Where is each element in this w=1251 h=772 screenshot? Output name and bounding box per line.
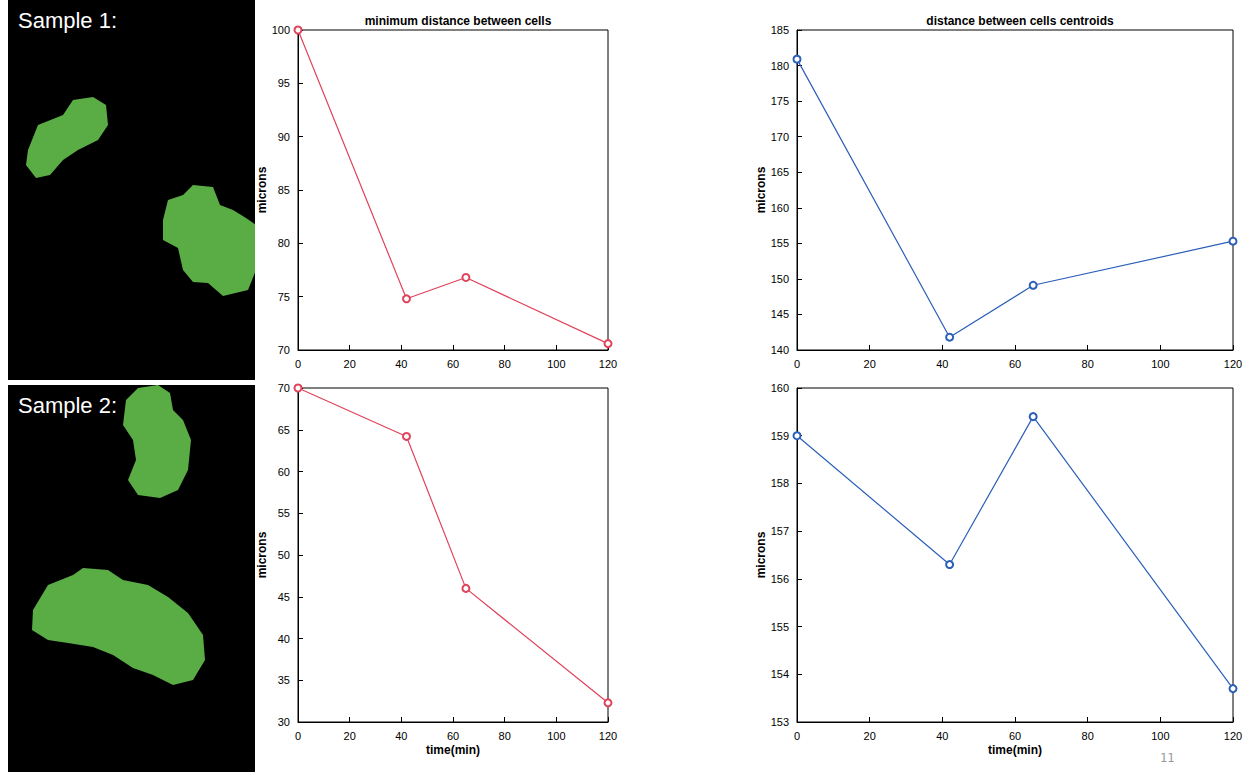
svg-text:0: 0 bbox=[794, 358, 800, 370]
svg-text:120: 120 bbox=[1224, 730, 1242, 742]
svg-text:microns: microns bbox=[255, 166, 269, 213]
svg-text:154: 154 bbox=[771, 668, 789, 680]
svg-text:170: 170 bbox=[771, 131, 789, 143]
svg-text:120: 120 bbox=[599, 358, 617, 370]
svg-text:20: 20 bbox=[344, 730, 356, 742]
svg-text:microns: microns bbox=[754, 531, 768, 578]
svg-text:80: 80 bbox=[499, 358, 511, 370]
svg-text:140: 140 bbox=[771, 344, 789, 356]
svg-text:35: 35 bbox=[278, 674, 290, 686]
svg-text:80: 80 bbox=[1082, 730, 1094, 742]
svg-text:60: 60 bbox=[447, 358, 459, 370]
svg-text:60: 60 bbox=[1009, 358, 1021, 370]
svg-text:60: 60 bbox=[278, 466, 290, 478]
svg-text:70: 70 bbox=[278, 382, 290, 394]
svg-text:80: 80 bbox=[278, 237, 290, 249]
svg-text:185: 185 bbox=[771, 24, 789, 36]
svg-text:156: 156 bbox=[771, 573, 789, 585]
svg-text:100: 100 bbox=[547, 730, 565, 742]
svg-text:165: 165 bbox=[771, 166, 789, 178]
svg-text:158: 158 bbox=[771, 477, 789, 489]
html-text:Sample 1:: Sample 1: bbox=[18, 8, 118, 33]
svg-text:153: 153 bbox=[771, 716, 789, 728]
svg-text:100: 100 bbox=[1151, 730, 1169, 742]
svg-text:150: 150 bbox=[771, 273, 789, 285]
svg-text:157: 157 bbox=[771, 525, 789, 537]
svg-text:time(min): time(min) bbox=[988, 743, 1042, 757]
svg-text:145: 145 bbox=[771, 308, 789, 320]
svg-text:100: 100 bbox=[547, 358, 565, 370]
svg-text:40: 40 bbox=[395, 730, 407, 742]
svg-text:microns: microns bbox=[255, 531, 269, 578]
svg-text:100: 100 bbox=[1151, 358, 1169, 370]
svg-text:45: 45 bbox=[278, 591, 290, 603]
svg-text:11: 11 bbox=[1160, 751, 1174, 765]
svg-text:100: 100 bbox=[272, 24, 290, 36]
svg-text:0: 0 bbox=[295, 730, 301, 742]
svg-text:60: 60 bbox=[1009, 730, 1021, 742]
svg-text:distance between cells centroi: distance between cells centroids bbox=[926, 14, 1114, 28]
svg-text:175: 175 bbox=[771, 95, 789, 107]
svg-text:120: 120 bbox=[1224, 358, 1242, 370]
svg-text:155: 155 bbox=[771, 621, 789, 633]
svg-text:0: 0 bbox=[794, 730, 800, 742]
svg-text:60: 60 bbox=[447, 730, 459, 742]
svg-text:20: 20 bbox=[864, 358, 876, 370]
svg-text:50: 50 bbox=[278, 549, 290, 561]
svg-text:0: 0 bbox=[295, 358, 301, 370]
svg-text:70: 70 bbox=[278, 344, 290, 356]
svg-text:microns: microns bbox=[754, 166, 768, 213]
svg-text:80: 80 bbox=[499, 730, 511, 742]
svg-text:20: 20 bbox=[864, 730, 876, 742]
svg-text:160: 160 bbox=[771, 382, 789, 394]
svg-text:time(min): time(min) bbox=[426, 743, 480, 757]
svg-text:40: 40 bbox=[278, 633, 290, 645]
svg-text:40: 40 bbox=[395, 358, 407, 370]
html-text:Sample 2:: Sample 2: bbox=[18, 393, 118, 418]
svg-text:90: 90 bbox=[278, 131, 290, 143]
svg-text:40: 40 bbox=[936, 358, 948, 370]
svg-text:30: 30 bbox=[278, 716, 290, 728]
svg-text:159: 159 bbox=[771, 430, 789, 442]
svg-text:160: 160 bbox=[771, 202, 789, 214]
svg-text:75: 75 bbox=[278, 291, 290, 303]
svg-text:minimum distance between cells: minimum distance between cells bbox=[365, 14, 552, 28]
svg-text:20: 20 bbox=[344, 358, 356, 370]
svg-text:55: 55 bbox=[278, 507, 290, 519]
svg-text:40: 40 bbox=[936, 730, 948, 742]
svg-text:65: 65 bbox=[278, 424, 290, 436]
svg-text:85: 85 bbox=[278, 184, 290, 196]
svg-text:180: 180 bbox=[771, 60, 789, 72]
svg-text:95: 95 bbox=[278, 77, 290, 89]
svg-text:155: 155 bbox=[771, 237, 789, 249]
svg-text:80: 80 bbox=[1082, 358, 1094, 370]
svg-text:120: 120 bbox=[599, 730, 617, 742]
